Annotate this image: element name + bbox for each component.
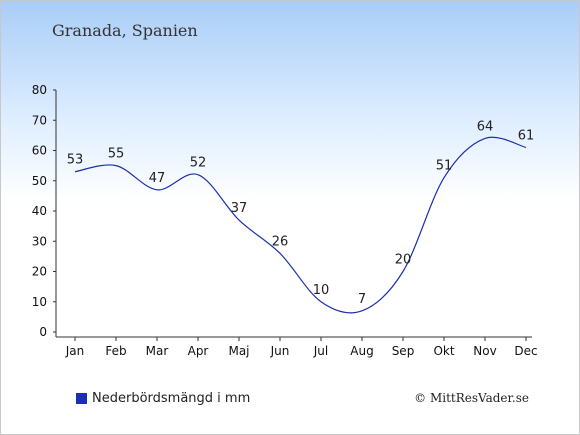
data-labels: 53 55 47 52 37 26 10 7 20 51 64 61 [67,119,535,306]
x-tick-label: Jun [270,344,290,358]
x-tick-label: Aug [350,344,373,358]
data-label: 7 [358,292,366,307]
x-tick-label: Jul [313,344,328,358]
x-tick-label: Feb [105,344,126,358]
copyright-text: © MittResVader.se [414,391,529,405]
data-label: 37 [231,201,248,216]
y-tick-label: 50 [32,174,47,188]
data-label: 20 [395,253,412,268]
x-tick-label: Nov [473,344,496,358]
data-label: 52 [190,156,207,171]
series-line [74,136,527,314]
data-label: 64 [477,119,494,134]
legend-label: Nederbördsmängd i mm [92,391,251,406]
series-line-layer [74,136,527,314]
legend-swatch [76,393,87,404]
data-label: 10 [313,283,330,298]
data-label: 61 [518,128,535,143]
data-label: 47 [149,171,166,186]
x-tick-label: Maj [228,344,249,358]
chart-title: Granada, Spanien [52,21,198,40]
axes [53,89,532,341]
tick-labels: 0 10 20 30 40 50 60 70 80 Jan Feb Mar Apr Maj Jun Jul Au… [32,83,538,358]
x-tick-label: Jan [65,344,85,358]
legend: Nederbördsmängd i mm [76,391,250,406]
y-tick-label: 80 [32,83,47,97]
x-tick-label: Apr [188,344,209,358]
data-label: 26 [272,234,289,249]
data-label: 51 [436,159,453,174]
x-tick-label: Dec [514,344,537,358]
x-tick-label: Mar [146,344,169,358]
data-label: 53 [67,153,84,168]
y-tick-label: 30 [32,234,47,248]
y-tick-label: 0 [39,325,47,339]
y-tick-label: 20 [32,265,47,279]
y-tick-label: 60 [32,144,47,158]
x-tick-label: Sep [392,344,415,358]
y-tick-label: 40 [32,204,47,218]
y-tick-label: 70 [32,113,47,127]
data-label: 55 [108,147,125,162]
x-tick-label: Okt [433,344,454,358]
y-tick-label: 10 [32,295,47,309]
